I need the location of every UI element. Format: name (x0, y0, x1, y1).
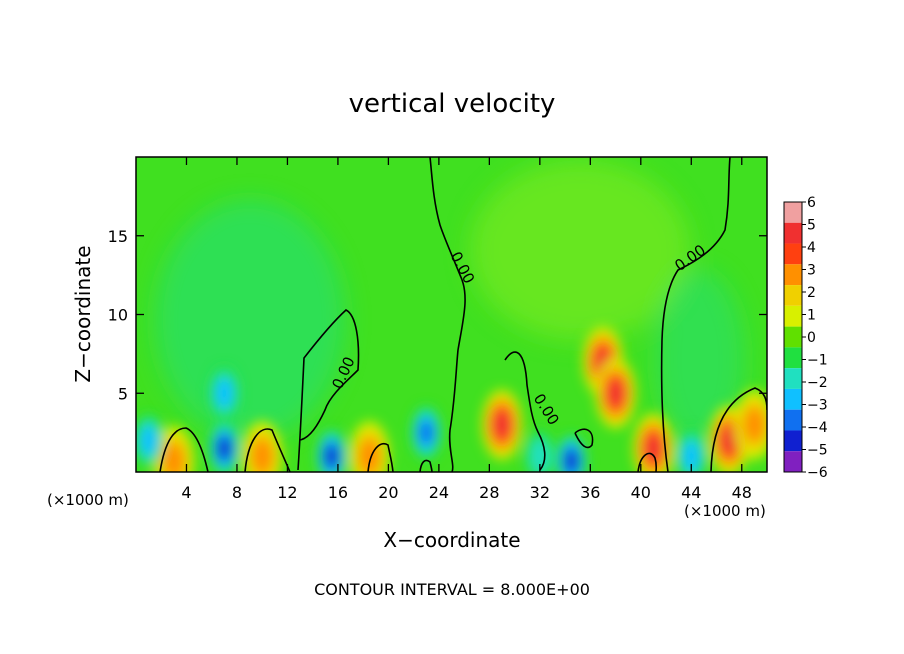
x-tick-label: 8 (232, 483, 242, 502)
zero-contour-line (574, 428, 594, 449)
x-tick-label: 4 (181, 483, 191, 502)
x-tick-label: 20 (378, 483, 398, 502)
field-feature-layer (136, 326, 767, 472)
colorbar-swatch (784, 326, 802, 348)
colorbar-label: 6 (807, 195, 816, 211)
x-axis-title: X−coordinate (383, 528, 520, 552)
field-smooth-layer (155, 160, 745, 450)
colorbar-label: −2 (807, 375, 828, 391)
downdraft-blob (418, 420, 434, 445)
y-tick-label: 15 (108, 227, 128, 246)
x-tick-label: 16 (328, 483, 348, 502)
colorbar-swatch (784, 430, 802, 452)
zero-contour-line (419, 459, 433, 472)
downdraft-blob (564, 449, 579, 472)
left-cyan-region (155, 200, 345, 440)
x-tick-label: 48 (732, 483, 752, 502)
x-tick-label: 24 (429, 483, 449, 502)
colorbar-label: 2 (807, 285, 816, 301)
colorbar-swatch (784, 347, 802, 369)
zero-contour-line (660, 157, 731, 472)
updraft-blob (607, 380, 624, 407)
x-tick-label: 32 (530, 483, 550, 502)
downdraft-blob (324, 445, 339, 468)
colorbar-label: −5 (807, 443, 828, 459)
updraft-blob (720, 427, 738, 454)
updraft-blob (251, 438, 274, 472)
zero-contour-line (159, 427, 209, 472)
zero-contour-line (297, 309, 360, 471)
colorbar-label: −3 (807, 398, 828, 414)
colorbar-swatch (784, 451, 802, 472)
colorbar-label: 3 (807, 263, 816, 279)
colorbar-label: −1 (807, 353, 828, 369)
colorbar-swatch (784, 368, 802, 389)
updraft-blob (358, 438, 381, 472)
x-tick-label: 44 (681, 483, 701, 502)
zero-contour-line (504, 351, 546, 471)
zero-contour-line (244, 428, 291, 472)
x-tick-label: 36 (580, 483, 600, 502)
zero-contour-line (710, 387, 767, 472)
colorbar-swatch (784, 202, 802, 223)
x-tick-label: 12 (277, 483, 297, 502)
zero-contour-line (429, 157, 466, 472)
colorbar: 6 5 4 3 2 1 0 −1 −2 −3 −4 −5 −6 (783, 195, 828, 481)
colorbar-label: 1 (807, 308, 816, 324)
colorbar-swatch (784, 285, 802, 306)
colorbar-label: 0 (807, 330, 816, 346)
chart-title: vertical velocity (349, 89, 556, 119)
zero-contour-line (367, 443, 394, 472)
colorbar-label: −6 (807, 465, 828, 481)
y-tick-label: 10 (108, 306, 128, 325)
downdraft-blob (529, 438, 551, 472)
contour-interval-footer: CONTOUR INTERVAL = 8.000E+00 (314, 580, 590, 599)
downdraft-blob (682, 441, 700, 471)
colorbar-label: −4 (807, 420, 828, 436)
zero-contour-line (637, 452, 658, 472)
x-unit-left: (×1000 m) (47, 491, 129, 509)
x-axis: 4 8 12 16 20 24 28 32 36 40 44 48 (181, 157, 752, 502)
colorbar-swatch (784, 222, 802, 244)
y-axis-title: Z−coordinate (71, 245, 95, 382)
right-cyan-region (655, 270, 745, 450)
colorbar-label: 5 (807, 218, 816, 234)
updraft-blob (743, 406, 766, 443)
colorbar-label: 4 (807, 240, 816, 256)
colorbar-swatch (784, 243, 802, 265)
zero-contour-layer (159, 157, 767, 472)
downdraft-blob (139, 426, 158, 455)
y-axis: 5 10 15 (108, 227, 767, 403)
x-unit-right: (×1000 m) (684, 502, 766, 520)
colorbar-swatch (784, 388, 802, 410)
updraft-blob (493, 411, 511, 438)
plot-area: 0.000.000.000.00 (136, 157, 767, 472)
x-tick-label: 40 (631, 483, 651, 502)
colorbar-swatch (784, 409, 802, 431)
downdraft-blob (217, 437, 232, 460)
updraft-blob (645, 435, 662, 462)
y-tick-label: 5 (118, 384, 128, 403)
updraft-blob (163, 443, 185, 472)
colorbar-swatch (784, 305, 802, 327)
colorbar-swatch (784, 264, 802, 286)
downdraft-blob (215, 378, 234, 408)
x-tick-label: 28 (479, 483, 499, 502)
upper-greenish-region (470, 160, 690, 340)
